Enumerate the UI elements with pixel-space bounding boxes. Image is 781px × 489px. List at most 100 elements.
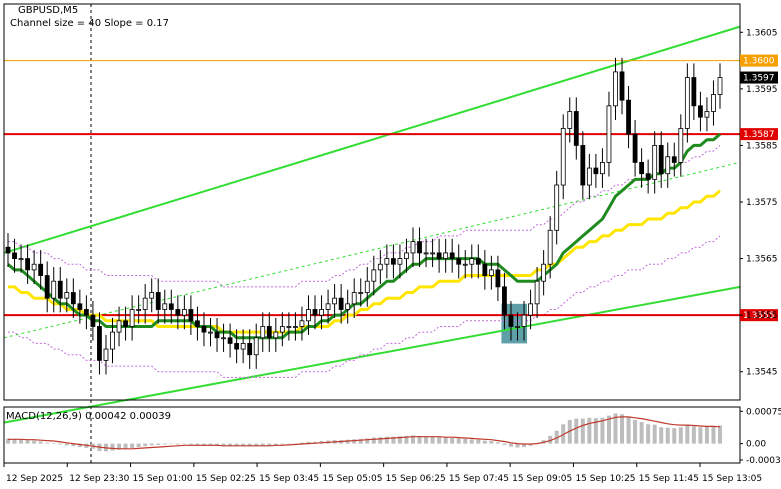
candle-body: [593, 167, 599, 175]
candle-body: [345, 303, 351, 310]
macd-bar: [208, 443, 213, 446]
macd-bar: [678, 427, 683, 444]
macd-bar: [522, 443, 527, 448]
macd-bar: [397, 436, 402, 444]
macd-bar: [345, 439, 350, 444]
candle-body: [351, 292, 357, 305]
macd-panel: [6, 413, 722, 452]
candle-body: [306, 309, 311, 322]
candle-body: [495, 269, 501, 288]
candle-body: [404, 252, 409, 259]
candle-body: [129, 309, 135, 327]
macd-bar: [691, 426, 696, 444]
macd-bar: [19, 439, 24, 444]
candle-body: [671, 156, 677, 163]
candle-body: [502, 286, 507, 316]
candle-body: [77, 303, 83, 310]
candle-body: [188, 309, 194, 322]
candle-body: [44, 275, 50, 299]
macd-bar: [378, 437, 383, 444]
macd-bar: [358, 438, 363, 444]
macd-bar: [685, 425, 690, 444]
candle-body: [260, 326, 266, 339]
macd-bar: [665, 427, 670, 444]
macd-bar: [456, 438, 461, 444]
macd-bar: [215, 443, 220, 446]
macd-bar: [149, 443, 154, 446]
candle-body: [626, 99, 631, 135]
macd-bar: [502, 443, 507, 445]
indicator-label: Channel size = 40 Slope = 0.17: [10, 18, 169, 29]
macd-bar: [404, 435, 409, 444]
axes: 1.3600 1.3597 1.3587 1.3555 1.3605 1.3595 1.35…: [3, 3, 781, 484]
macd-bar: [711, 425, 716, 444]
macd-bar: [64, 443, 69, 446]
level-label-3: 1.3555: [743, 311, 775, 321]
candle-body: [142, 297, 148, 310]
macd-bar: [613, 413, 618, 444]
candle-body: [319, 309, 324, 316]
candle-body: [475, 258, 481, 265]
candle-body: [417, 241, 422, 254]
candle-body: [410, 241, 416, 254]
candle-body: [430, 252, 435, 255]
candle-body: [534, 280, 540, 305]
macd-bar: [593, 418, 598, 444]
macd-bar: [260, 443, 265, 446]
candle-body: [652, 145, 658, 180]
candle-body: [639, 161, 645, 175]
candle-body: [57, 280, 63, 299]
macd-bar: [45, 442, 50, 444]
candle-body: [698, 105, 703, 118]
candle-body: [632, 133, 638, 163]
macd-bar: [156, 443, 161, 445]
macd-bar: [489, 441, 494, 444]
macd-bar: [71, 443, 76, 447]
candle-body: [273, 331, 279, 339]
candle-body: [449, 252, 455, 259]
price-tick-label: 1.3565: [746, 255, 778, 265]
candle-body: [482, 263, 488, 276]
candle-body: [586, 167, 592, 186]
candle-body: [691, 77, 697, 107]
time-tick-label: 15 Sep 03:45: [259, 474, 319, 484]
price-tick-label: 1.3575: [746, 198, 778, 208]
macd-signal-line: [8, 416, 721, 450]
candle-body: [567, 111, 573, 129]
macd-bar: [410, 435, 415, 444]
macd-bar: [201, 443, 206, 446]
candle-body: [613, 71, 618, 107]
macd-bar: [443, 437, 448, 444]
macd-bar: [718, 425, 722, 444]
price-tick-label: 1.3585: [746, 141, 778, 151]
candle-body: [436, 252, 442, 259]
macd-bar: [659, 427, 664, 444]
macd-bar: [182, 443, 187, 445]
macd-bar: [221, 443, 226, 446]
candle-body: [136, 309, 142, 311]
candle-body: [397, 258, 403, 265]
candle-body: [390, 258, 396, 265]
candle-body: [364, 280, 370, 293]
macd-bar: [123, 443, 128, 450]
macd-bar: [299, 442, 304, 444]
candle-body: [469, 258, 475, 265]
candle-body: [175, 309, 181, 316]
macd-bar: [136, 443, 141, 448]
candle-body: [149, 292, 155, 299]
level-tag-2: [740, 128, 778, 141]
candle-body: [658, 145, 664, 175]
macd-bar: [574, 418, 579, 444]
macd-bar: [626, 416, 631, 444]
candle-body: [678, 128, 684, 163]
macd-bar: [286, 443, 291, 445]
macd-bar: [548, 435, 553, 444]
macd-bar: [6, 438, 10, 444]
macd-tick-label: 0.00: [746, 440, 766, 450]
macd-bar: [188, 443, 193, 445]
bollinger-upper-line: [8, 145, 721, 288]
channel-upper-line: [3, 25, 741, 254]
candle-body: [515, 326, 520, 328]
time-tick-label: 15 Sep 13:05: [702, 474, 762, 484]
